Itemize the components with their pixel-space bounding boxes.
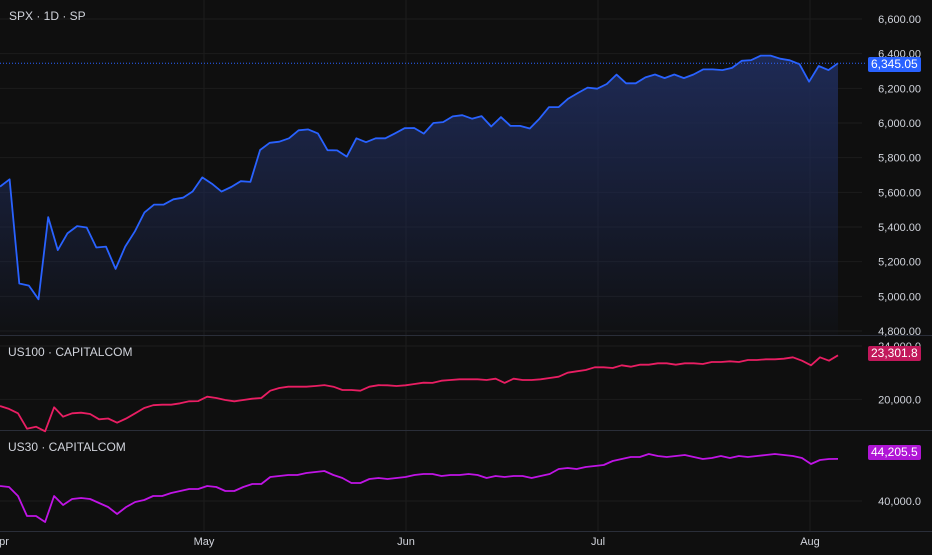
y-tick-label: 5,600.00 <box>878 187 921 199</box>
us30-last-price-tag: 44,205.5 <box>868 445 921 460</box>
us100-pane-title: US100 · CAPITALCOM <box>8 345 133 359</box>
y-tick-label: 4,800.00 <box>878 326 921 338</box>
time-tick-label: pr <box>0 536 9 548</box>
time-tick-label: Aug <box>800 536 820 548</box>
us30-pane-title: US30 · CAPITALCOM <box>8 440 126 454</box>
us100-last-price-tag: 23,301.8 <box>868 346 921 361</box>
y-tick-label: 5,800.00 <box>878 153 921 165</box>
y-tick-label: 6,200.00 <box>878 83 921 95</box>
time-tick-label: May <box>194 536 215 548</box>
time-tick-label: Jul <box>591 536 605 548</box>
spx-last-price-tag: 6,345.05 <box>868 57 921 72</box>
time-tick-label: Jun <box>397 536 415 548</box>
y-tick-label: 6,000.00 <box>878 118 921 130</box>
spx-area-fill <box>0 55 838 335</box>
spx-pane-title: SPX · 1D · SP <box>9 9 86 23</box>
y-tick-label: 40,000.0 <box>878 496 921 508</box>
us100-series-line <box>0 354 839 433</box>
y-tick-label: 20,000.0 <box>878 394 921 406</box>
y-tick-label: 6,600.00 <box>878 14 921 26</box>
us30-series-line <box>0 453 839 523</box>
spx-series-line <box>0 54 839 301</box>
y-tick-label: 5,000.00 <box>878 291 921 303</box>
y-tick-label: 5,200.00 <box>878 257 921 269</box>
y-tick-label: 5,400.00 <box>878 222 921 234</box>
